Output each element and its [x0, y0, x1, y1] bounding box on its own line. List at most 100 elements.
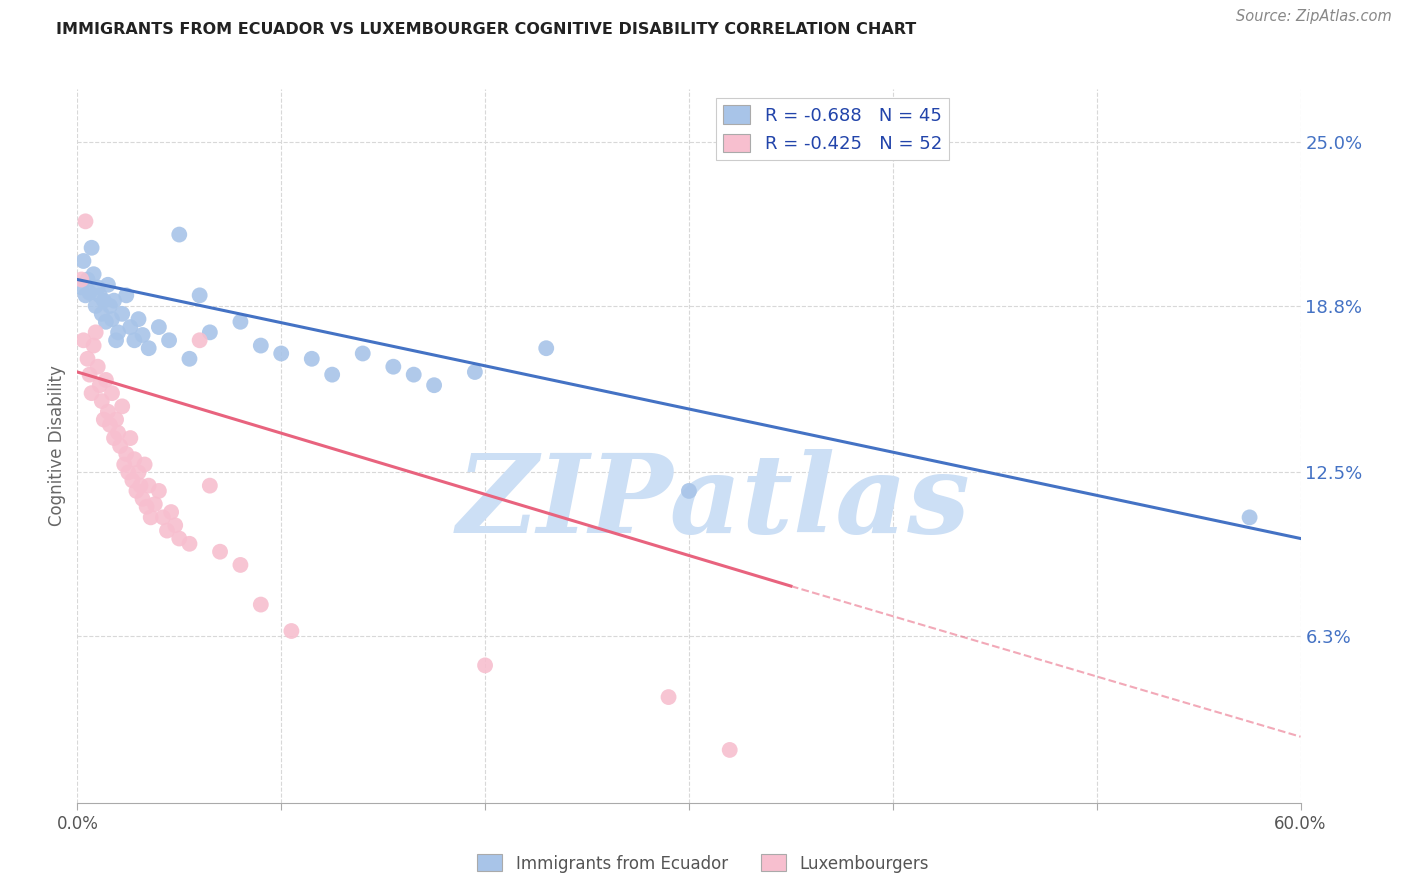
Point: [117, 466, 139, 480]
Point: [90, 307, 112, 321]
Point: [75, 214, 97, 228]
Point: [270, 346, 292, 360]
Point: [198, 478, 221, 492]
Point: [1239, 510, 1261, 524]
Point: [70, 272, 93, 286]
Point: [112, 458, 135, 472]
Point: [157, 333, 180, 347]
Point: [131, 328, 153, 343]
Point: [103, 293, 125, 308]
Point: [382, 359, 405, 374]
Point: [198, 326, 221, 340]
Point: [97, 277, 120, 292]
Point: [103, 431, 125, 445]
Point: [90, 394, 112, 409]
Point: [84, 299, 107, 313]
Point: [84, 326, 107, 340]
Point: [79, 368, 101, 382]
Point: [138, 478, 160, 492]
Point: [111, 400, 134, 414]
Point: [209, 545, 232, 559]
Point: [402, 368, 425, 382]
Point: [321, 368, 343, 382]
Point: [169, 532, 191, 546]
Point: [111, 307, 134, 321]
Point: [97, 404, 120, 418]
Point: [148, 320, 170, 334]
Point: [188, 333, 211, 347]
Point: [98, 299, 121, 313]
Point: [125, 483, 148, 498]
Point: [93, 293, 115, 308]
Point: [115, 288, 138, 302]
Point: [120, 320, 142, 334]
Text: Source: ZipAtlas.com: Source: ZipAtlas.com: [1236, 9, 1392, 24]
Point: [156, 524, 179, 538]
Point: [152, 510, 174, 524]
Point: [138, 341, 160, 355]
Point: [131, 491, 153, 506]
Point: [75, 288, 97, 302]
Point: [107, 425, 129, 440]
Point: [658, 690, 681, 704]
Point: [124, 452, 146, 467]
Point: [179, 537, 201, 551]
Point: [124, 333, 146, 347]
Point: [128, 466, 150, 480]
Point: [76, 272, 98, 286]
Point: [72, 333, 94, 347]
Point: [165, 518, 187, 533]
Text: IMMIGRANTS FROM ECUADOR VS LUXEMBOURGER COGNITIVE DISABILITY CORRELATION CHART: IMMIGRANTS FROM ECUADOR VS LUXEMBOURGER …: [56, 22, 917, 37]
Point: [87, 280, 110, 294]
Point: [301, 351, 323, 366]
Point: [678, 483, 700, 498]
Point: [107, 326, 129, 340]
Y-axis label: Cognitive Disability: Cognitive Disability: [48, 366, 66, 526]
Point: [93, 412, 115, 426]
Point: [179, 351, 201, 366]
Point: [250, 598, 273, 612]
Point: [115, 447, 138, 461]
Point: [280, 624, 302, 638]
Point: [134, 458, 156, 472]
Point: [536, 341, 558, 355]
Point: [464, 365, 486, 379]
Point: [94, 315, 117, 329]
Point: [188, 288, 211, 302]
Point: [229, 315, 252, 329]
Text: ZIPatlas: ZIPatlas: [457, 450, 970, 557]
Point: [101, 312, 124, 326]
Point: [72, 254, 94, 268]
Legend: Immigrants from Ecuador, Luxembourgers: Immigrants from Ecuador, Luxembourgers: [471, 847, 935, 880]
Point: [474, 658, 496, 673]
Point: [148, 483, 170, 498]
Point: [108, 439, 131, 453]
Point: [169, 227, 191, 242]
Point: [80, 241, 103, 255]
Point: [98, 417, 121, 432]
Point: [80, 386, 103, 401]
Point: [718, 743, 741, 757]
Point: [139, 510, 162, 524]
Point: [89, 288, 111, 302]
Point: [423, 378, 446, 392]
Point: [121, 474, 143, 488]
Point: [94, 373, 117, 387]
Point: [87, 359, 110, 374]
Point: [135, 500, 157, 514]
Point: [160, 505, 183, 519]
Point: [352, 346, 374, 360]
Point: [101, 386, 124, 401]
Point: [128, 312, 150, 326]
Point: [105, 412, 128, 426]
Point: [70, 280, 93, 294]
Legend: R = -0.688   N = 45, R = -0.425   N = 52: R = -0.688 N = 45, R = -0.425 N = 52: [716, 98, 949, 161]
Point: [143, 497, 166, 511]
Point: [105, 333, 128, 347]
Point: [229, 558, 252, 572]
Point: [120, 431, 142, 445]
Point: [129, 478, 152, 492]
Point: [83, 267, 105, 281]
Point: [250, 338, 273, 352]
Point: [79, 285, 101, 300]
